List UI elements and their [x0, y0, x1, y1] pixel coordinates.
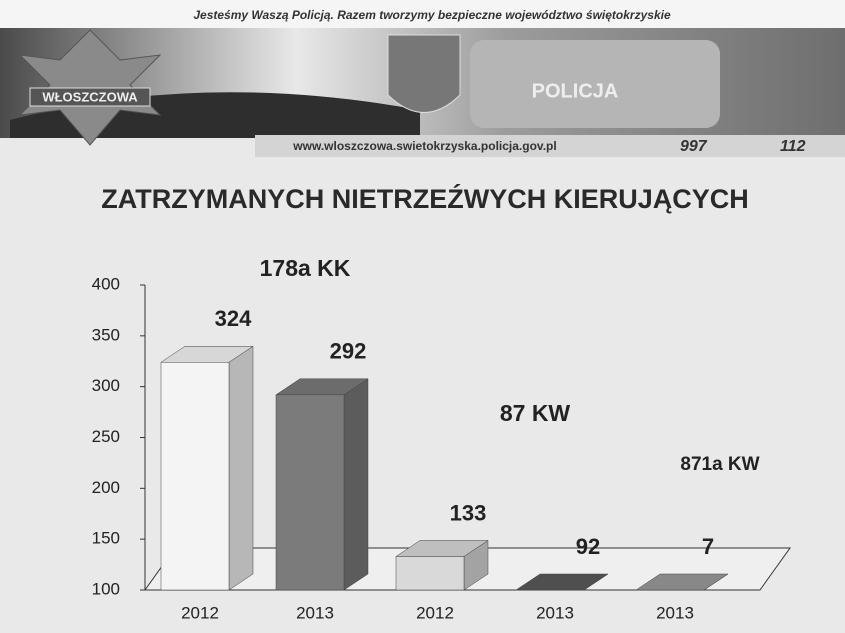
- bar-side: [229, 346, 253, 590]
- x-tick-label: 2012: [181, 603, 219, 622]
- x-tick-label: 2013: [296, 603, 334, 622]
- page: {"header": {"slogan": "Jesteśmy Waszą Po…: [0, 0, 845, 633]
- data-label: 324: [215, 306, 252, 331]
- bar-front: [161, 362, 229, 590]
- van-label: POLICJA: [532, 80, 619, 102]
- phone-number: 112: [780, 138, 806, 155]
- slogan: Jesteśmy Waszą Policją. Razem tworzymy b…: [193, 8, 671, 22]
- coat-of-arms: [388, 35, 460, 113]
- header: Jesteśmy Waszą Policją. Razem tworzymy b…: [0, 0, 845, 157]
- y-tick-label: 200: [92, 478, 120, 497]
- data-label: 292: [330, 339, 367, 364]
- chart-title: ZATRZYMANYCH NIETRZEŹWYCH KIERUJĄCYCH: [101, 183, 749, 214]
- y-tick-label: 250: [92, 427, 120, 446]
- bar: [396, 540, 488, 590]
- data-label: 92: [576, 534, 600, 559]
- bar: [276, 379, 368, 590]
- bar-front: [396, 556, 464, 590]
- bar: [161, 346, 253, 590]
- y-tick-label: 300: [92, 376, 120, 395]
- x-tick-label: 2013: [656, 603, 694, 622]
- bar-side: [344, 379, 368, 590]
- x-tick-label: 2013: [536, 603, 574, 622]
- x-tick-label: 2012: [416, 603, 454, 622]
- annotation: 87 KW: [500, 400, 571, 426]
- slide: Jesteśmy Waszą Policją. Razem tworzymy b…: [0, 0, 845, 633]
- badge-text: WŁOSZCZOWA: [42, 89, 138, 104]
- y-tick-label: 350: [92, 325, 120, 344]
- phone-number: 997: [680, 138, 708, 155]
- data-label: 7: [702, 534, 714, 559]
- y-tick-label: 150: [92, 529, 120, 548]
- y-tick-label: 100: [92, 579, 120, 598]
- data-label: 133: [450, 500, 487, 525]
- bar-front: [276, 395, 344, 590]
- y-tick-label: 400: [92, 274, 120, 293]
- annotation: 871a KW: [680, 454, 759, 475]
- website: www.wloszczowa.swietokrzyska.policja.gov…: [292, 139, 556, 153]
- annotation: 178a KK: [260, 255, 351, 281]
